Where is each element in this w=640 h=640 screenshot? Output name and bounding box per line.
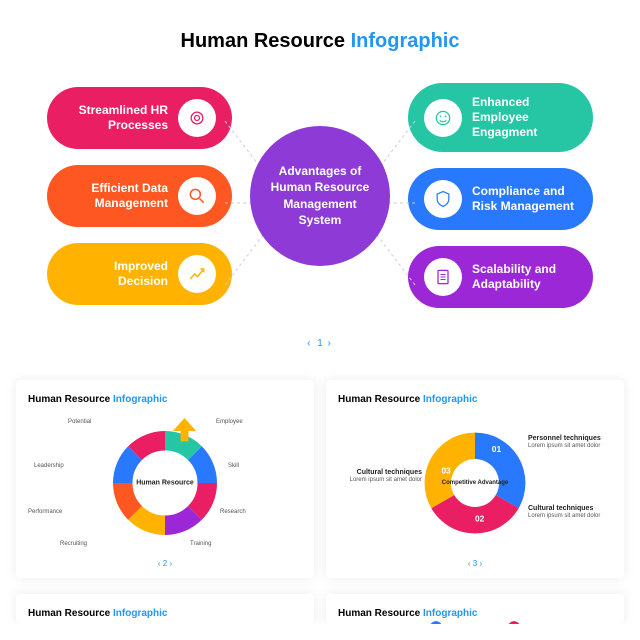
diamond-item: Reporting [479, 619, 550, 624]
thumb-title: Human Resource Infographic [338, 608, 612, 619]
pager-1: ‹ 1 › [20, 338, 620, 349]
pill-label: Efficient Data Management [63, 181, 168, 211]
pill-streamlined: Streamlined HR Processes [47, 87, 232, 149]
gear-icon [178, 99, 216, 137]
thumb-arrows: Human Resource Infographic Human resourc… [16, 594, 314, 624]
thumb-diamonds: Human Resource Infographic Recruitment Re… [326, 594, 624, 624]
main-infographic: Human Resource Infographic Streamlined H… [0, 0, 640, 364]
hub-layout: Streamlined HR Processes Efficient Data … [20, 83, 620, 308]
thumb-title: Human Resource Infographic [338, 394, 612, 405]
shield-icon [424, 180, 462, 218]
donut-seg-label: Skill [228, 463, 239, 469]
chart-icon [178, 255, 216, 293]
tri-chart: 01 02 03 Competitive Advantage Personnel… [338, 413, 612, 553]
pill-label: Streamlined HR Processes [63, 103, 168, 133]
thumb-title: Human Resource Infographic [28, 608, 302, 619]
donut-seg-label: Potential [68, 419, 91, 425]
page-title: Human Resource Infographic [20, 30, 620, 53]
donut-seg-label: Leadership [34, 463, 64, 469]
magnify-icon [178, 177, 216, 215]
pill-scalability: Scalability and Adaptability [408, 246, 593, 308]
donut-seg-label: Performance [28, 509, 62, 515]
center-hub: Advantages of Human Resource Management … [250, 126, 390, 266]
pill-enhanced: Enhanced Employee Engagment [408, 83, 593, 152]
donut-labels: Potential Employee Skill Research Training Re… [28, 413, 302, 553]
right-column: Enhanced Employee Engagment Compliance a… [408, 83, 593, 308]
pill-label: Scalability and Adaptability [472, 262, 577, 292]
donut-seg-label: Recruiting [60, 541, 87, 547]
thumbnail-row-2: Human Resource Infographic Human resourc… [0, 578, 640, 624]
doc-icon [424, 258, 462, 296]
tri-labels: Personnel techniquesLorem ipsum sit amet… [338, 413, 612, 553]
pill-label: Improved Decision [63, 259, 168, 289]
pill-efficient: Efficient Data Management [47, 165, 232, 227]
thumb-donut: Human Resource Infographic Human Resourc… [16, 380, 314, 578]
thumb-pager: ‹ 3 › [338, 559, 612, 568]
donut-seg-label: Research [220, 509, 246, 515]
thumbnail-row-1: Human Resource Infographic Human Resourc… [0, 364, 640, 578]
donut-seg-label: Employee [216, 419, 243, 425]
left-column: Streamlined HR Processes Efficient Data … [47, 87, 232, 305]
center-label: Advantages of Human Resource Management … [262, 163, 378, 228]
pill-label: Compliance and Risk Management [472, 184, 577, 214]
diamond-item: Recruitment [401, 619, 472, 624]
donut-chart: Human Resource PotentialEmployeeSkillRes… [28, 413, 302, 553]
pill-label: Enhanced Employee Engagment [472, 95, 577, 140]
pill-improved: Improved Decision [47, 243, 232, 305]
thumb-title: Human Resource Infographic [28, 394, 302, 405]
thumb-tri: Human Resource Infographic 01 02 03 Comp… [326, 380, 624, 578]
title-accent: Infographic [351, 30, 460, 52]
donut-seg-label: Training [190, 541, 211, 547]
thumb-pager: ‹ 2 › [28, 559, 302, 568]
title-main: Human Resource [181, 30, 346, 52]
pill-compliance: Compliance and Risk Management [408, 168, 593, 230]
face-icon [424, 99, 462, 137]
